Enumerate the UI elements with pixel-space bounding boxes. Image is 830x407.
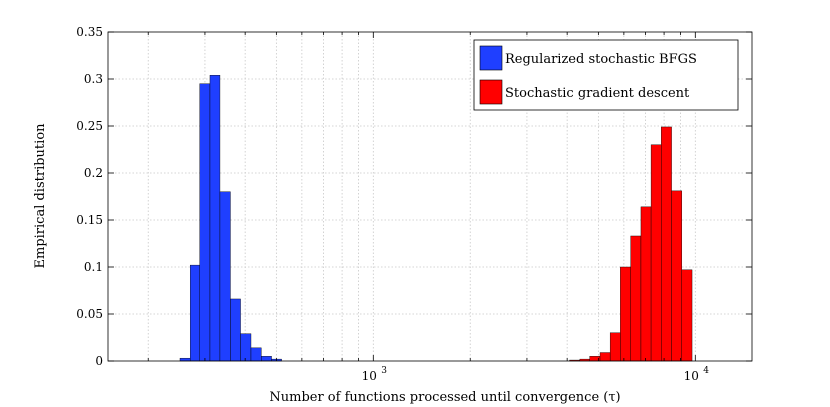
y-tick-label: 0.2 [84, 166, 103, 180]
histogram-bar-sgd [650, 144, 662, 362]
histogram-bar-bfgs [230, 298, 241, 362]
legend-box [473, 39, 739, 111]
histogram-bar-sgd [630, 235, 642, 362]
legend-swatch-bfgs [479, 45, 503, 71]
histogram-bar-bfgs [189, 264, 200, 362]
histogram-bar-sgd [599, 352, 611, 362]
histogram-bar-bfgs [199, 83, 211, 362]
y-tick-label: 0.15 [76, 213, 103, 227]
histogram-bar-sgd [681, 269, 693, 362]
legend-swatch-sgd [479, 79, 503, 105]
y-tick-label: 0 [95, 354, 103, 368]
y-tick-label: 0.05 [76, 307, 103, 321]
histogram-bar-sgd [609, 332, 621, 362]
y-tick-label: 0.1 [84, 260, 103, 274]
y-tick-label: 0.3 [84, 72, 103, 86]
histogram-bar-sgd [671, 190, 683, 362]
histogram-bar-bfgs [250, 347, 262, 362]
legend-label-sgd: Stochastic gradient descent [505, 86, 690, 101]
histogram-bar-sgd [640, 206, 652, 362]
x-tick-labels: 10 3 10 4 [362, 366, 710, 383]
y-axis-label: Empirical distribution [33, 123, 48, 269]
histogram-bar-bfgs [179, 357, 191, 362]
histogram-bar-bfgs [219, 191, 231, 362]
x-tick-exponent: 3 [381, 366, 387, 376]
histogram-bar-bfgs [261, 356, 272, 362]
x-tick-exponent: 4 [703, 366, 709, 376]
axis-ticks [108, 31, 752, 362]
legend: Regularized stochastic BFGS Stochastic g… [473, 39, 739, 111]
plot-area-frame [107, 31, 753, 362]
bars [179, 75, 693, 362]
y-tick-label: 0.25 [76, 119, 103, 133]
histogram-bar-sgd [620, 266, 631, 362]
legend-label-bfgs: Regularized stochastic BFGS [505, 52, 697, 67]
x-tick-label: 10 [362, 369, 377, 383]
y-tick-label: 0.35 [76, 25, 103, 39]
y-tick-labels: 0 0.05 0.1 0.15 0.2 0.25 0.3 0.35 [76, 25, 103, 368]
x-axis-label: Number of functions processed until conv… [269, 390, 620, 405]
histogram-bar-bfgs [240, 333, 252, 362]
histogram-bar-sgd [661, 126, 672, 362]
histogram-bar-bfgs [209, 75, 221, 362]
x-tick-label: 10 [684, 369, 699, 383]
